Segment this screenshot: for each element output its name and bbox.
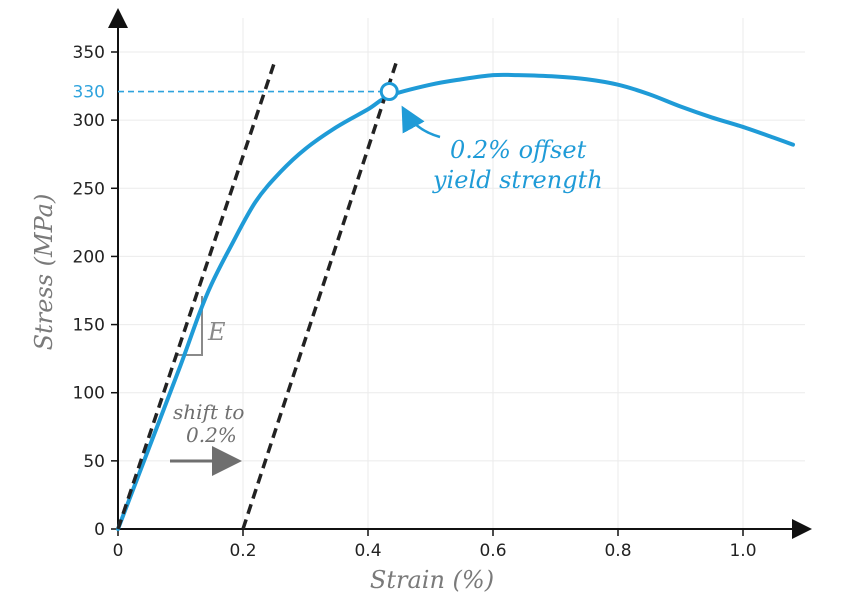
y-tick-label: 100 [73, 384, 105, 404]
y-tick-label: 250 [73, 179, 105, 199]
modulus-triangle-legs [178, 296, 203, 356]
shift-annotation-line1: shift to [173, 400, 244, 424]
elastic-slope-line [116, 62, 276, 530]
y-tick-label: 0 [94, 520, 105, 540]
y-axis-title: Stress (MPa) [30, 194, 58, 351]
yield-annotation-arrow [401, 105, 441, 139]
y-tick-label: 50 [83, 452, 105, 472]
shift-annotation-line2: 0.2% [186, 423, 237, 447]
y-tick-group: 0 50 100 150 200 250 300 350 [73, 43, 118, 540]
y-tick-label: 300 [73, 111, 105, 131]
yield-annotation-line2: yield strength [432, 166, 603, 194]
yield-tick-label: 330 [73, 83, 105, 103]
modulus-label: E [207, 318, 226, 346]
offset-slope-line [241, 62, 398, 530]
x-tick-group: 0 0.2 0.4 0.6 0.8 1.0 [113, 529, 757, 561]
y-tick-label: 200 [73, 247, 105, 267]
x-tick-label: 0.4 [354, 541, 381, 561]
x-tick-label: 0.2 [229, 541, 256, 561]
y-tick-label: 150 [73, 316, 105, 336]
yield-annotation-line1: 0.2% offset [450, 136, 587, 164]
modulus-triangle [178, 296, 203, 356]
x-tick-label: 0.8 [604, 541, 631, 561]
x-tick-label: 0.6 [479, 541, 506, 561]
x-tick-label: 0 [113, 541, 124, 561]
grid-lines [118, 18, 805, 529]
x-tick-label: 1.0 [729, 541, 756, 561]
yield-point-marker [379, 82, 399, 102]
y-tick-label: 350 [73, 43, 105, 63]
x-axis-title: Strain (%) [370, 566, 494, 592]
stress-strain-curve [116, 72, 795, 531]
